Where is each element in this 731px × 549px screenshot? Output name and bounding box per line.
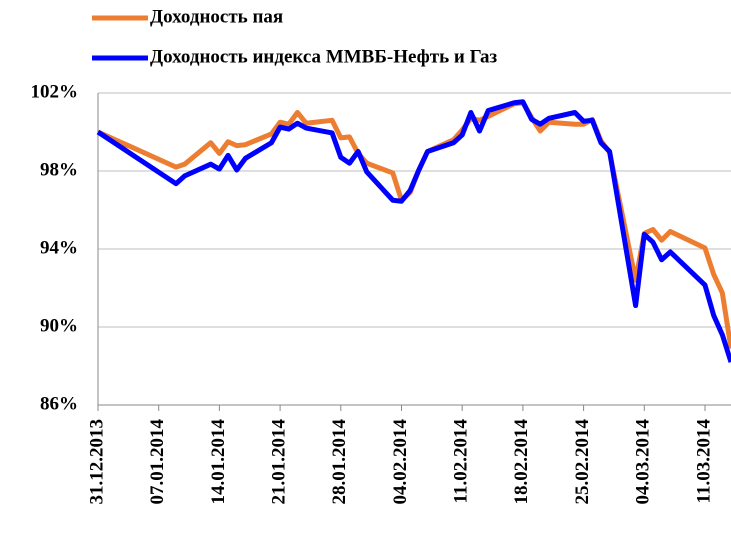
y-tick-label: 86% [40,393,78,414]
x-tick-label: 04.03.2014 [633,419,654,505]
x-tick-label: 14.01.2014 [208,419,229,505]
y-tick-label: 98% [40,159,78,180]
x-tick-label: 04.02.2014 [390,419,411,505]
x-tick-label: 11.03.2014 [693,419,714,504]
x-tick-label: 11.02.2014 [451,419,472,504]
y-tick-label: 102% [31,81,79,102]
x-tick-label: 31.12.2013 [86,419,107,505]
legend-label: Доходность индекса ММВБ-Нефть и Газ [150,46,498,67]
series-line [96,99,731,363]
x-tick-label: 25.02.2014 [572,419,593,505]
series-line [96,100,731,349]
y-tick-label: 94% [40,237,78,258]
x-tick-label: 18.02.2014 [511,419,532,505]
x-tick-label: 28.01.2014 [329,419,350,505]
legend-label: Доходность пая [150,6,283,27]
x-tick-label: 21.01.2014 [268,419,289,505]
x-tick-label: 07.01.2014 [147,419,168,505]
y-tick-label: 90% [40,315,78,336]
